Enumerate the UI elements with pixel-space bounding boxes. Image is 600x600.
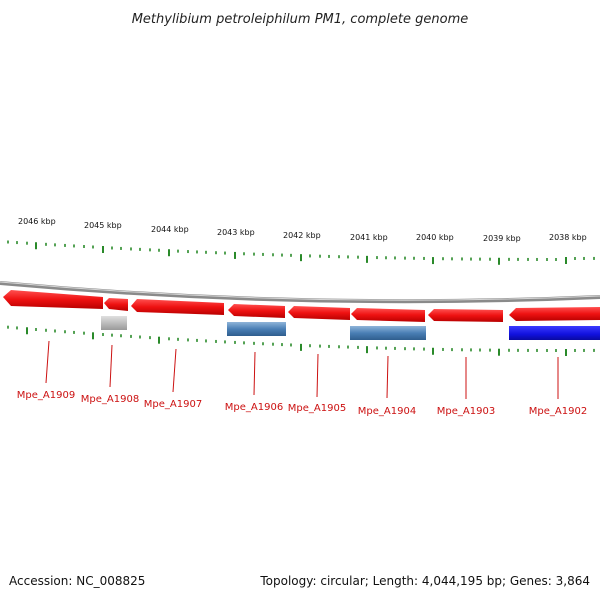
leader-line <box>253 351 256 396</box>
pseudo-feature-bar[interactable] <box>101 316 127 330</box>
tick-label: 2044 kbp <box>151 225 189 234</box>
gene-Mpe_A1906[interactable] <box>228 304 285 318</box>
gene-arrow-Mpe_A1905[interactable] <box>288 306 350 320</box>
gene-arrow-Mpe_A1906[interactable] <box>228 304 285 318</box>
gene-label-leaders <box>45 340 559 399</box>
gene-labels: Mpe_A1909 Mpe_A1908 Mpe_A1907 Mpe_A1906 … <box>17 390 587 417</box>
leader-line <box>45 340 50 384</box>
secondary-feature-track <box>101 316 600 340</box>
gene-Mpe_A1902[interactable] <box>509 307 600 321</box>
gene-Mpe_A1903[interactable] <box>428 309 503 322</box>
gene-arrow-Mpe_A1908[interactable] <box>104 298 128 311</box>
gene-label[interactable]: Mpe_A1902 <box>529 406 587 417</box>
gene-label[interactable]: Mpe_A1903 <box>437 406 495 417</box>
leader-line <box>386 355 389 399</box>
topology-text: Topology: circular; Length: 4,044,195 bp… <box>260 574 590 588</box>
gene-label[interactable]: Mpe_A1909 <box>17 390 75 401</box>
gene-Mpe_A1905[interactable] <box>288 306 350 320</box>
rna-feature-bar[interactable] <box>227 322 286 336</box>
rna-feature-bar[interactable] <box>350 326 426 340</box>
gene-Mpe_A1908[interactable] <box>104 298 128 311</box>
leader-line <box>316 353 319 398</box>
outer-tick-track <box>7 240 595 265</box>
accession-text: Accession: NC_008825 <box>9 574 146 588</box>
tick-label: 2041 kbp <box>350 233 388 242</box>
gene-arrow-Mpe_A1907[interactable] <box>131 299 224 315</box>
gene-arrow-Mpe_A1902[interactable] <box>509 307 600 321</box>
map-title: Methylibium petroleiphilum PM1, complete… <box>132 12 469 27</box>
genome-backbone-highlight <box>0 281 600 301</box>
leader-line <box>172 348 177 393</box>
gene-track <box>3 290 600 322</box>
tick-labels: 2046 kbp 2045 kbp 2044 kbp 2043 kbp 2042… <box>18 217 587 243</box>
gene-label[interactable]: Mpe_A1908 <box>81 394 139 405</box>
tick-label: 2043 kbp <box>217 228 255 237</box>
gene-Mpe_A1909[interactable] <box>3 290 103 309</box>
tick-label: 2042 kbp <box>283 231 321 240</box>
gene-label[interactable]: Mpe_A1907 <box>144 399 202 410</box>
tick-label: 2038 kbp <box>549 233 587 242</box>
gene-arrow-Mpe_A1903[interactable] <box>428 309 503 322</box>
gene-Mpe_A1907[interactable] <box>131 299 224 315</box>
tick-label: 2045 kbp <box>84 221 122 230</box>
tick-label: 2039 kbp <box>483 234 521 243</box>
gene-label[interactable]: Mpe_A1906 <box>225 402 283 413</box>
gene-label[interactable]: Mpe_A1904 <box>358 406 416 417</box>
tick-label: 2046 kbp <box>18 217 56 226</box>
tick-label: 2040 kbp <box>416 233 454 242</box>
highlight-feature-bar[interactable] <box>509 326 600 340</box>
gene-label[interactable]: Mpe_A1905 <box>288 403 346 414</box>
genome-backbone <box>0 281 600 304</box>
gene-arrow-Mpe_A1909[interactable] <box>3 290 103 309</box>
inner-tick-track <box>7 325 595 356</box>
leader-line <box>109 344 113 388</box>
gene-Mpe_A1904[interactable] <box>351 308 425 322</box>
gene-arrow-Mpe_A1904[interactable] <box>351 308 425 322</box>
